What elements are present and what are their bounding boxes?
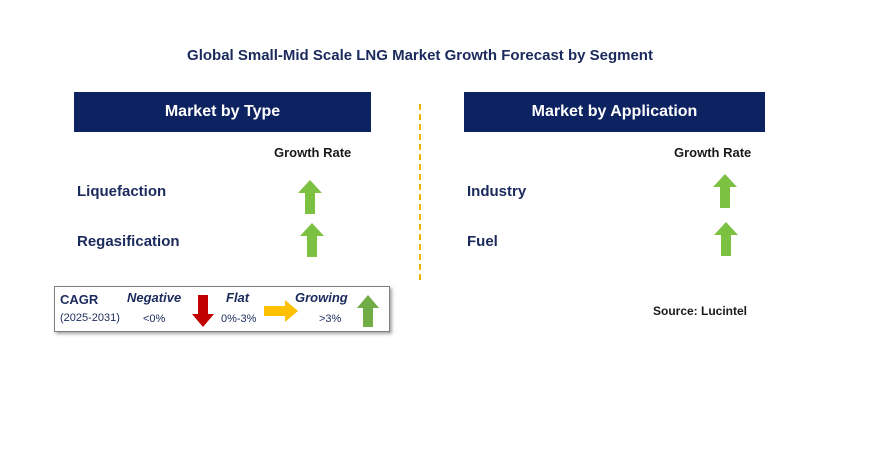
panel-header-type: Market by Type: [74, 92, 371, 132]
legend-flat-range: 0%-3%: [221, 313, 257, 325]
legend-cagr-label: CAGR: [60, 292, 99, 307]
panel-header-application: Market by Application: [464, 92, 765, 132]
legend-flat-label: Flat: [226, 290, 250, 305]
row-label-regasification: Regasification: [77, 233, 180, 250]
legend-period: (2025-2031): [60, 312, 120, 324]
legend-negative-range: <0%: [143, 313, 166, 325]
up-arrow-icon: [713, 174, 737, 208]
legend-growing-range: >3%: [319, 313, 342, 325]
legend-growing-label: Growing: [295, 290, 348, 305]
growth-rate-label-application: Growth Rate: [674, 145, 752, 160]
panel-divider: [419, 104, 421, 280]
chart-title: Global Small-Mid Scale LNG Market Growth…: [187, 47, 653, 64]
up-arrow-icon: [300, 223, 324, 257]
row-label-fuel: Fuel: [467, 233, 498, 250]
growth-rate-label-type: Growth Rate: [274, 145, 352, 160]
down-arrow-icon: [192, 295, 214, 327]
legend-negative-label: Negative: [127, 290, 182, 305]
up-arrow-icon: [357, 295, 379, 327]
row-label-industry: Industry: [467, 183, 527, 200]
right-arrow-icon: [264, 300, 298, 322]
source-label: Source: Lucintel: [653, 304, 748, 318]
row-label-liquefaction: Liquefaction: [77, 183, 167, 200]
cagr-legend: CAGR (2025-2031) Negative <0% Flat 0%-3%…: [54, 286, 390, 332]
up-arrow-icon: [714, 222, 738, 256]
up-arrow-icon: [298, 180, 322, 214]
